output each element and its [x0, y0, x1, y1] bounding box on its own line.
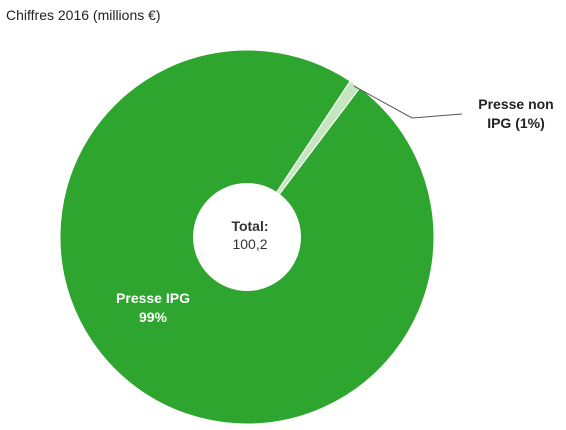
slice-label-1-line-1: IPG (1%) [487, 115, 545, 131]
center-total-value: 100,2 [232, 236, 267, 252]
slice-label-0: Presse IPG 99% [116, 290, 190, 325]
center-total-label: Total: [231, 218, 268, 234]
labels-layer: Presse IPG 99% Presse non IPG (1%) [116, 85, 554, 325]
slice-label-0-line-0: Presse IPG [116, 290, 190, 306]
slice-label-0-line-1: 99% [139, 309, 168, 325]
slice-label-1-line-0: Presse non [478, 96, 553, 112]
slice-label-1: Presse non IPG (1%) [478, 96, 553, 131]
slice-label-1-leader [353, 85, 463, 119]
center-layer: Total: 100,2 [193, 183, 301, 291]
chart-title: Chiffres 2016 (millions €) [6, 7, 161, 23]
donut-hole [193, 183, 301, 291]
